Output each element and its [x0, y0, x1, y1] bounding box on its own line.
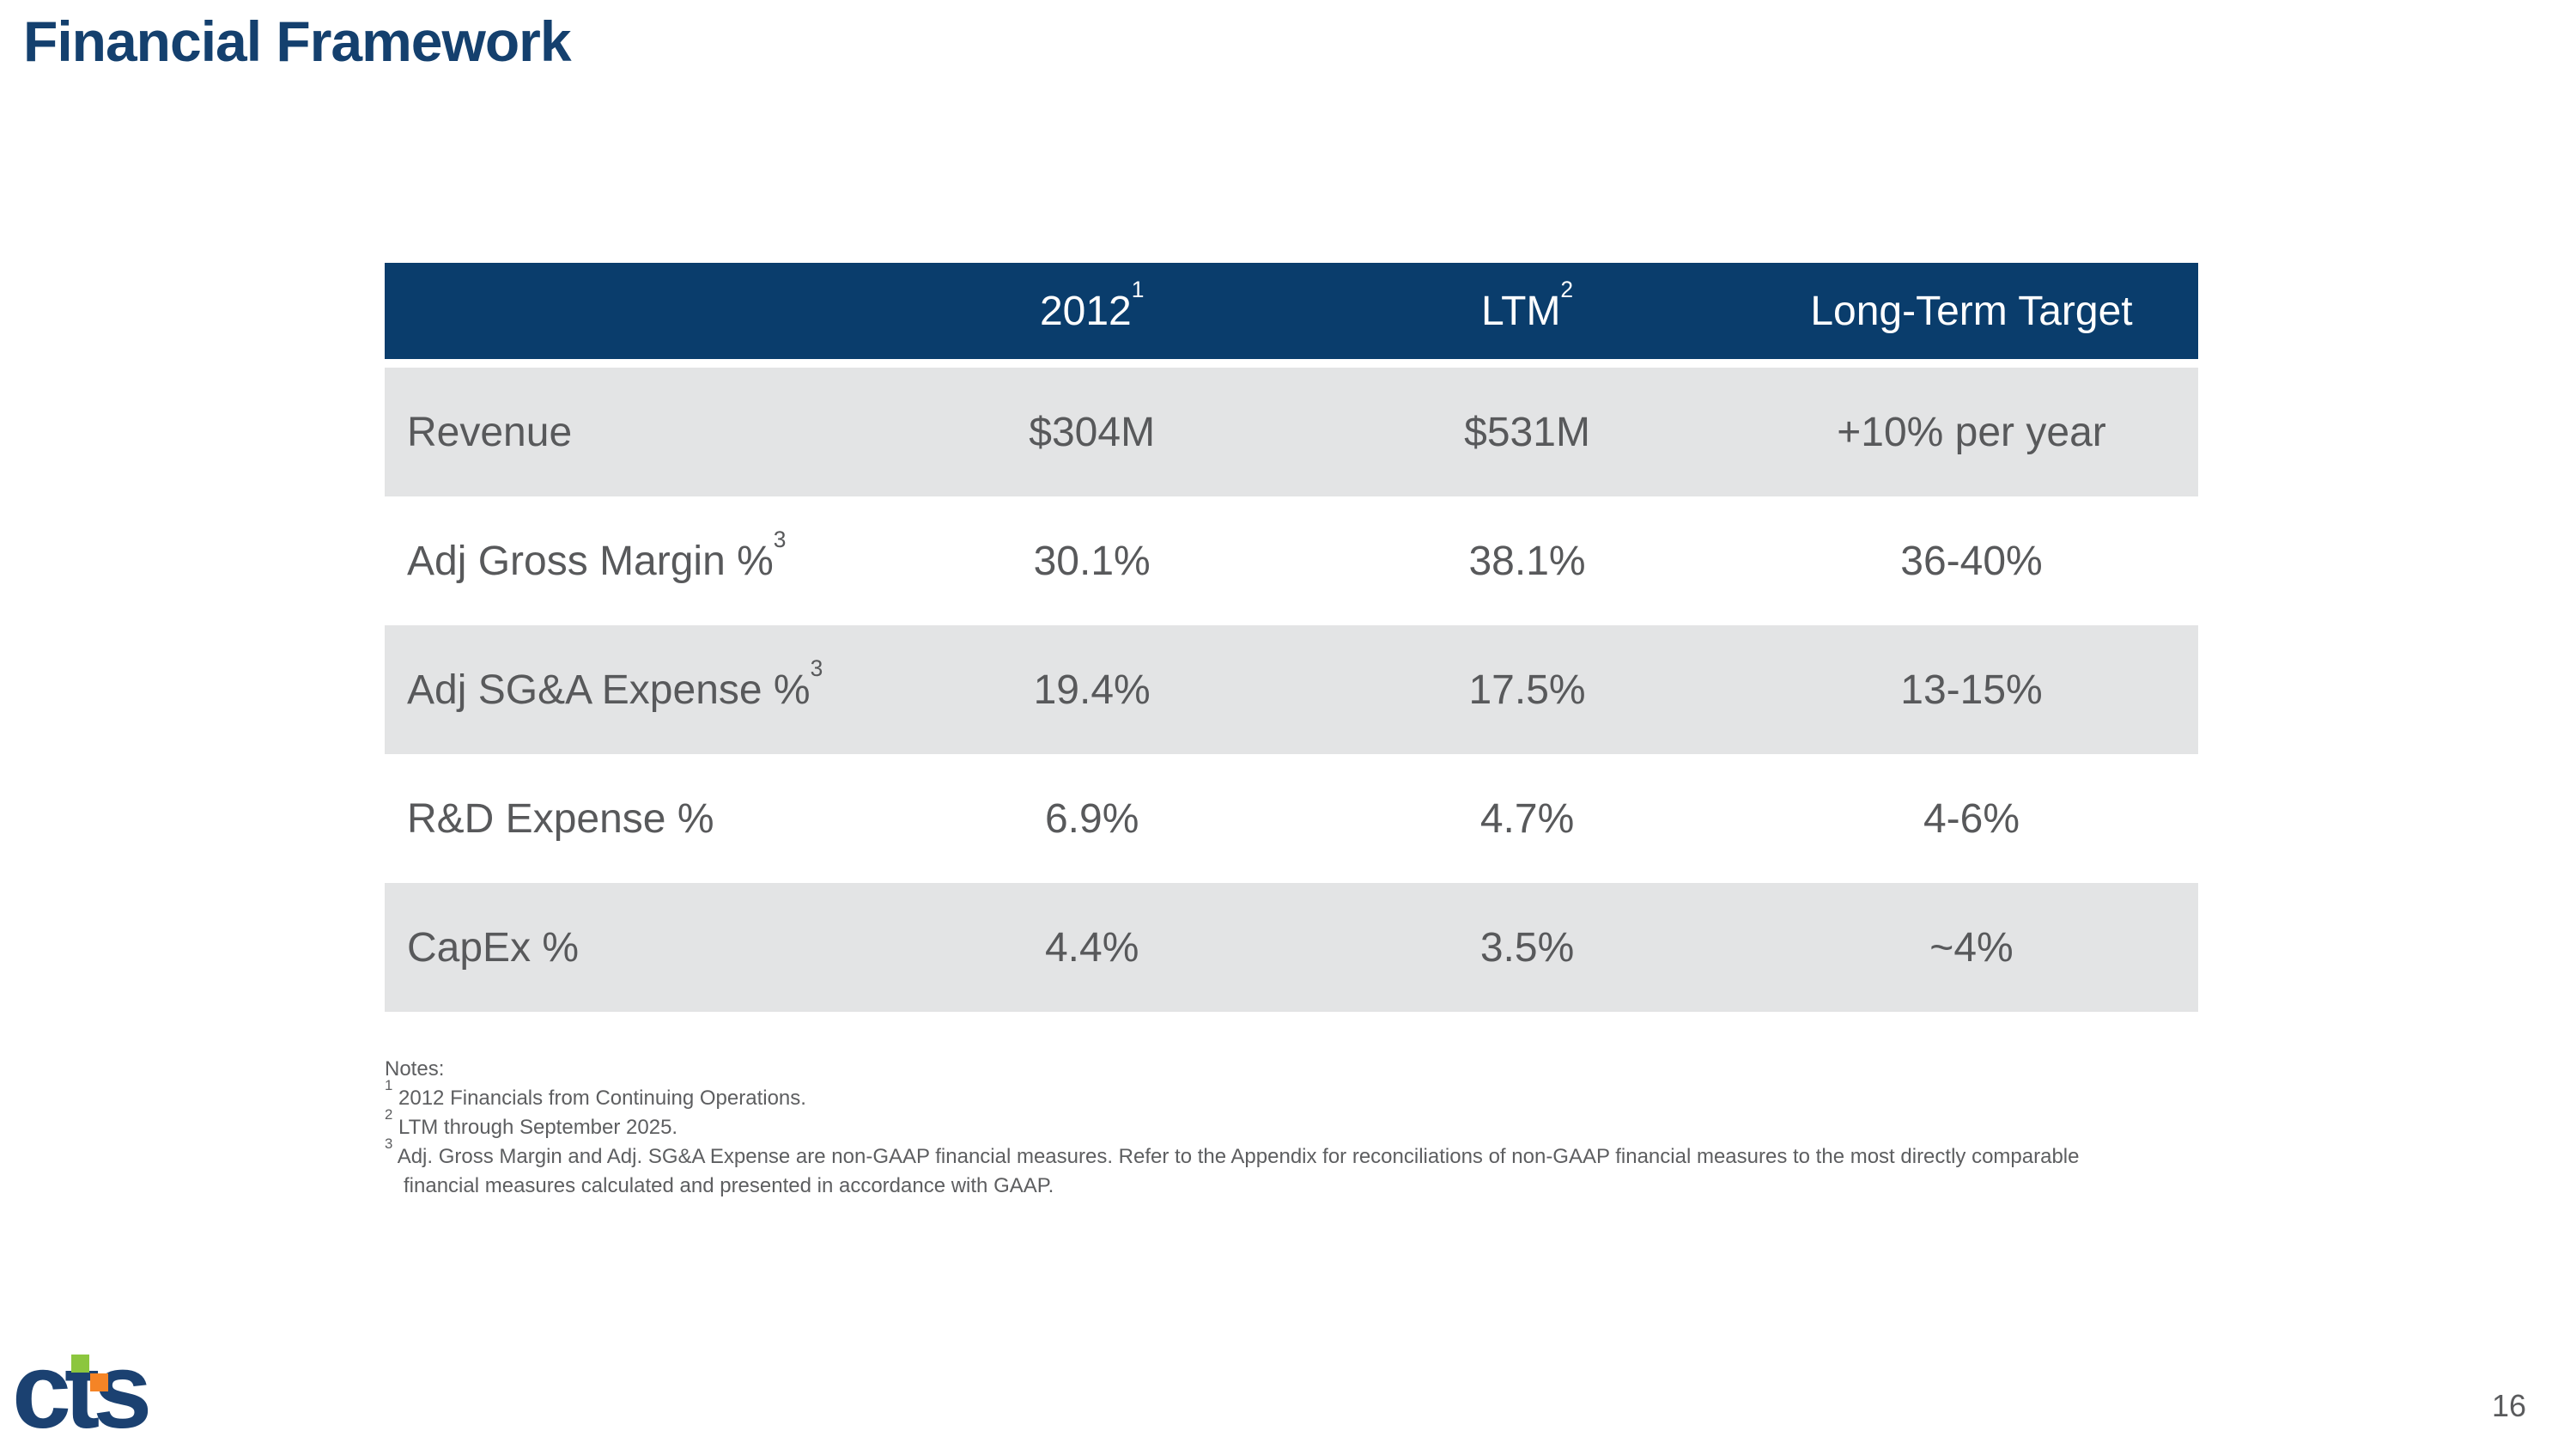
footnote-2: 2 LTM through September 2025. — [385, 1108, 2111, 1142]
cell-value-2012: 6.9% — [1044, 795, 1139, 842]
logo-orange-square — [90, 1373, 108, 1391]
row-label-text: CapEx % — [407, 924, 580, 971]
table-row-capex: CapEx % 4.4% 3.5% ~4% — [385, 883, 2198, 1012]
row-label-text: Revenue — [407, 409, 573, 455]
cts-logo: cts — [0, 1327, 223, 1447]
footnote-marker-3: 3 — [773, 526, 787, 552]
cell-value-2012: $304M — [1029, 409, 1156, 455]
cell-value-ltm: 17.5% — [1468, 667, 1586, 713]
footnote-1: 1 2012 Financials from Continuing Operat… — [385, 1079, 2111, 1113]
cell-value-2012: 30.1% — [1033, 538, 1151, 584]
row-label: Adj Gross Margin %3 — [385, 528, 874, 585]
footnote-marker-3: 3 — [810, 654, 823, 681]
cell-value-target: ~4% — [1929, 924, 2014, 971]
table-row-revenue: Revenue $304M $531M +10% per year — [385, 368, 2198, 496]
header-label-ltm: LTM — [1480, 288, 1561, 334]
footnote-marker-2: 2 — [1560, 276, 1574, 302]
row-label: Revenue — [385, 409, 874, 456]
header-cell-ltm: LTM2 — [1309, 278, 1745, 335]
cell-value-ltm: 3.5% — [1479, 924, 1575, 971]
cell-value-target: 36-40% — [1900, 538, 2043, 584]
header-cell-2012: 20121 — [874, 278, 1309, 335]
footnote-3: 3 Adj. Gross Margin and Adj. SG&A Expens… — [385, 1137, 2111, 1201]
cell-value-target: 4-6% — [1923, 795, 2020, 842]
financial-framework-table: 20121 LTM2 Long-Term Target Revenue $304… — [385, 263, 2198, 1012]
footnote-1-text: 2012 Financials from Continuing Operatio… — [398, 1087, 806, 1110]
cell-value-ltm: 4.7% — [1479, 795, 1575, 842]
table-header-row: 20121 LTM2 Long-Term Target — [385, 263, 2198, 359]
table-row-rd-expense: R&D Expense % 6.9% 4.7% 4-6% — [385, 754, 2198, 883]
header-cell-long-term-target: Long-Term Target — [1745, 288, 2198, 335]
footnote-2-marker: 2 — [385, 1106, 393, 1123]
header-label-2012: 2012 — [1039, 288, 1132, 334]
footnote-3-text: Adj. Gross Margin and Adj. SG&A Expense … — [397, 1145, 2080, 1197]
footnote-3-marker: 3 — [385, 1135, 393, 1153]
row-label-text: Adj Gross Margin % — [407, 538, 774, 584]
row-label-text: R&D Expense % — [407, 795, 714, 842]
row-label-text: Adj SG&A Expense % — [407, 667, 811, 713]
header-label-long-term-target: Long-Term Target — [1810, 288, 2133, 334]
footnotes-block: Notes: 1 2012 Financials from Continuing… — [385, 1055, 2111, 1201]
page-number: 16 — [2491, 1388, 2526, 1423]
cell-value-2012: 4.4% — [1044, 924, 1139, 971]
cell-value-2012: 19.4% — [1033, 667, 1151, 713]
cell-value-ltm: 38.1% — [1468, 538, 1586, 584]
cell-value-ltm: $531M — [1464, 409, 1590, 455]
footnote-marker-1: 1 — [1131, 276, 1145, 302]
cell-value-target: 13-15% — [1900, 667, 2043, 713]
footnote-2-text: LTM through September 2025. — [398, 1116, 678, 1139]
table-row-adj-gross-margin: Adj Gross Margin %3 30.1% 38.1% 36-40% — [385, 496, 2198, 625]
row-label: R&D Expense % — [385, 795, 874, 843]
notes-heading: Notes: — [385, 1057, 445, 1081]
logo-green-square — [71, 1355, 89, 1373]
row-label: CapEx % — [385, 924, 874, 971]
footnote-1-marker: 1 — [385, 1077, 393, 1094]
cell-value-target: +10% per year — [1837, 409, 2106, 455]
row-label: Adj SG&A Expense %3 — [385, 657, 874, 714]
slide-title: Financial Framework — [23, 9, 572, 73]
table-row-adj-sga-expense: Adj SG&A Expense %3 19.4% 17.5% 13-15% — [385, 625, 2198, 754]
